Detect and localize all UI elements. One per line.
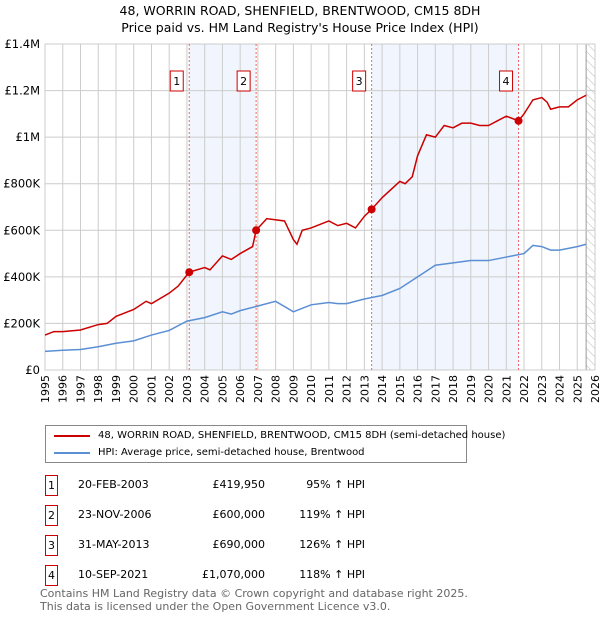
sale-marker-box xyxy=(352,70,367,92)
x-tick-label: 2015 xyxy=(394,375,407,403)
table-row: 3 31-MAY-2013 £690,000 126% ↑ HPI xyxy=(45,535,445,556)
sale-price: £419,950 xyxy=(212,478,266,491)
x-tick-label: 1998 xyxy=(92,375,105,403)
x-tick-label: 1999 xyxy=(110,375,123,403)
legend-item-hpi: HPI: Average price, semi-detached house,… xyxy=(54,446,365,460)
chart-title: 48, WORRIN ROAD, SHENFIELD, BRENTWOOD, C… xyxy=(0,2,600,36)
x-tick-label: 2007 xyxy=(252,375,265,403)
sale-marker-box: 2 xyxy=(45,505,58,526)
x-tick-label: 2022 xyxy=(518,375,531,403)
y-tick-label: £200K xyxy=(3,316,40,330)
x-tick-label: 2023 xyxy=(536,375,549,403)
x-tick-label: 1997 xyxy=(74,375,87,403)
legend-label: 48, WORRIN ROAD, SHENFIELD, BRENTWOOD, C… xyxy=(98,430,506,441)
license-line: This data is licensed under the Open Gov… xyxy=(40,600,391,613)
sale-marker-box xyxy=(169,70,184,92)
sale-date: 20-FEB-2003 xyxy=(78,478,149,491)
y-tick-label: £400K xyxy=(3,270,40,284)
sale-marker-box: 3 xyxy=(45,535,58,556)
y-tick-label: £800K xyxy=(3,177,40,191)
sale-date: 23-NOV-2006 xyxy=(78,508,152,521)
sale-marker-label: 2 xyxy=(240,75,247,88)
x-tick-label: 2000 xyxy=(128,375,141,403)
x-tick-label: 2009 xyxy=(287,375,300,403)
sale-marker-box: 4 xyxy=(45,565,58,586)
y-tick-label: £1.4M xyxy=(4,37,40,51)
y-tick-label: £600K xyxy=(3,223,40,237)
y-tick-label: £1M xyxy=(15,130,40,144)
sale-date: 10-SEP-2021 xyxy=(78,568,149,581)
shaded-period xyxy=(371,44,519,370)
price-chart: 1995 1996 1997 1998 1999 2000 2001 2002 2003 2004… xyxy=(3,37,600,403)
sale-point xyxy=(514,116,523,125)
sale-hpi-diff: 126% ↑ HPI xyxy=(299,538,365,551)
subtitle-line: Price paid vs. HM Land Registry's House … xyxy=(121,20,479,35)
sale-point xyxy=(185,268,194,277)
legend-swatch xyxy=(54,435,90,437)
x-tick-label: 2016 xyxy=(412,375,425,403)
x-tick-label: 2003 xyxy=(181,375,194,403)
sale-price: £1,070,000 xyxy=(202,568,265,581)
x-tick-label: 2017 xyxy=(429,375,442,403)
x-tick-label: 2021 xyxy=(500,375,513,403)
legend-label: HPI: Average price, semi-detached house,… xyxy=(98,447,365,458)
sale-marker-label: 3 xyxy=(356,75,363,88)
x-tick-label: 1996 xyxy=(57,375,70,403)
x-tick-label: 2013 xyxy=(358,375,371,403)
sale-hpi-diff: 118% ↑ HPI xyxy=(299,568,365,581)
y-tick-label: £0 xyxy=(25,363,40,377)
copyright-line: Contains HM Land Registry data © Crown c… xyxy=(40,587,468,600)
x-tick-label: 2001 xyxy=(145,375,158,403)
sale-marker-box: 1 xyxy=(45,475,58,496)
x-tick-label: 2020 xyxy=(483,375,496,403)
sale-marker-label: 4 xyxy=(503,75,510,88)
future-hatch xyxy=(586,44,595,370)
x-tick-label: 1995 xyxy=(39,375,52,403)
x-tick-label: 2008 xyxy=(270,375,283,403)
x-tick-label: 2002 xyxy=(163,375,176,403)
footer: Contains HM Land Registry data © Crown c… xyxy=(40,587,468,613)
sale-date: 31-MAY-2013 xyxy=(78,538,150,551)
sale-hpi-diff: 119% ↑ HPI xyxy=(299,508,365,521)
legend-item-property: 48, WORRIN ROAD, SHENFIELD, BRENTWOOD, C… xyxy=(54,429,505,443)
sale-price: £690,000 xyxy=(212,538,266,551)
x-tick-label: 2019 xyxy=(465,375,478,403)
x-tick-label: 2004 xyxy=(199,375,212,403)
sale-marker-box xyxy=(499,70,514,92)
table-row: 4 10-SEP-2021 £1,070,000 118% ↑ HPI xyxy=(45,565,445,586)
sale-hpi-diff: 95% ↑ HPI xyxy=(306,478,365,491)
property-price-line xyxy=(44,94,587,336)
x-tick-label: 2012 xyxy=(341,375,354,403)
x-tick-label: 2026 xyxy=(589,375,600,403)
legend-swatch xyxy=(54,452,90,454)
y-tick-label: £1.2M xyxy=(4,84,40,98)
sale-marker-box xyxy=(236,70,251,92)
x-tick-label: 2011 xyxy=(323,375,336,403)
sale-point xyxy=(367,205,376,214)
title-line: 48, WORRIN ROAD, SHENFIELD, BRENTWOOD, C… xyxy=(119,3,481,18)
x-tick-label: 2005 xyxy=(216,375,229,403)
x-tick-label: 2024 xyxy=(554,375,567,403)
plot-frame xyxy=(44,43,596,371)
hpi-line xyxy=(44,243,587,353)
table-row: 2 23-NOV-2006 £600,000 119% ↑ HPI xyxy=(45,505,445,526)
x-tick-label: 2006 xyxy=(234,375,247,403)
sale-point xyxy=(252,226,261,235)
table-row: 1 20-FEB-2003 £419,950 95% ↑ HPI xyxy=(45,475,445,496)
x-tick-label: 2018 xyxy=(447,375,460,403)
x-tick-label: 2014 xyxy=(376,375,389,403)
legend: 48, WORRIN ROAD, SHENFIELD, BRENTWOOD, C… xyxy=(45,425,505,463)
x-tick-label: 2010 xyxy=(305,375,318,403)
sale-marker-label: 1 xyxy=(173,75,180,88)
x-tick-label: 2025 xyxy=(571,375,584,403)
sale-price: £600,000 xyxy=(212,508,266,521)
